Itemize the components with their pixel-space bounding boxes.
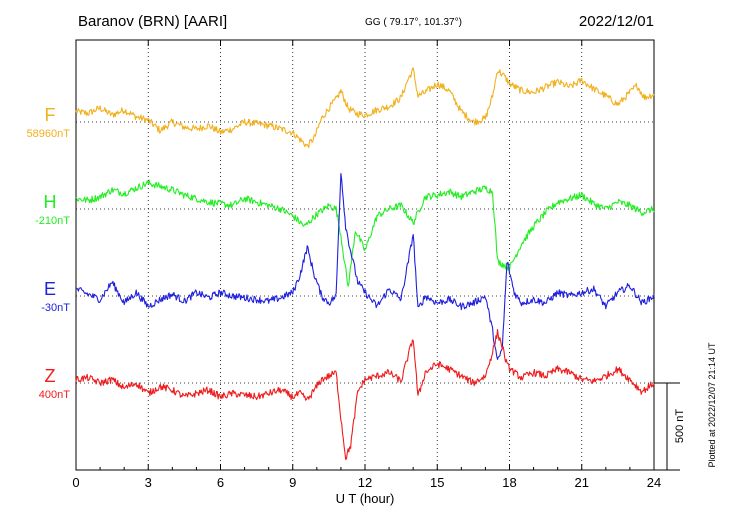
trace-f xyxy=(75,67,655,149)
x-axis-ticks: 0 3 6 9 12 15 18 21 24 xyxy=(72,40,661,490)
scale-bar: 500 nT xyxy=(654,382,686,471)
baseline-lines xyxy=(76,121,654,384)
x-tick-label: 3 xyxy=(145,475,152,490)
x-tick-label: 0 xyxy=(72,475,79,490)
station-title: Baranov (BRN) [AARI] xyxy=(78,13,227,30)
x-tick-label: 6 xyxy=(217,475,224,490)
trace-labels: F 58960nT H -210nT E -30nT Z 400nT xyxy=(27,105,71,401)
trace-e xyxy=(75,173,655,360)
trace-h xyxy=(75,179,655,287)
station-coordinates: GG ( 79.17°, 101.37°) xyxy=(365,17,462,28)
trace-lines xyxy=(75,67,655,461)
trace-z xyxy=(75,329,655,461)
date-label: 2022/12/01 xyxy=(579,13,654,30)
baseline-value-e: -30nT xyxy=(41,302,70,314)
x-tick-label: 15 xyxy=(430,475,444,490)
scale-bar-label: 500 nT xyxy=(674,409,686,444)
x-axis-label: U T (hour) xyxy=(336,491,395,506)
x-tick-label: 21 xyxy=(575,475,589,490)
baseline-value-h: -210nT xyxy=(35,215,70,227)
x-tick-label: 18 xyxy=(502,475,516,490)
trace-label-f: F xyxy=(45,105,56,125)
trace-label-z: Z xyxy=(45,366,56,386)
plotted-timestamp: Plotted at 2022/12/07 21:14 UT xyxy=(707,342,717,468)
x-tick-label: 24 xyxy=(647,475,661,490)
trace-label-h: H xyxy=(44,192,57,212)
trace-label-e: E xyxy=(44,279,56,299)
baseline-value-f: 58960nT xyxy=(27,128,71,140)
baseline-value-z: 400nT xyxy=(39,389,70,401)
x-tick-label: 9 xyxy=(289,475,296,490)
x-tick-label: 12 xyxy=(358,475,372,490)
